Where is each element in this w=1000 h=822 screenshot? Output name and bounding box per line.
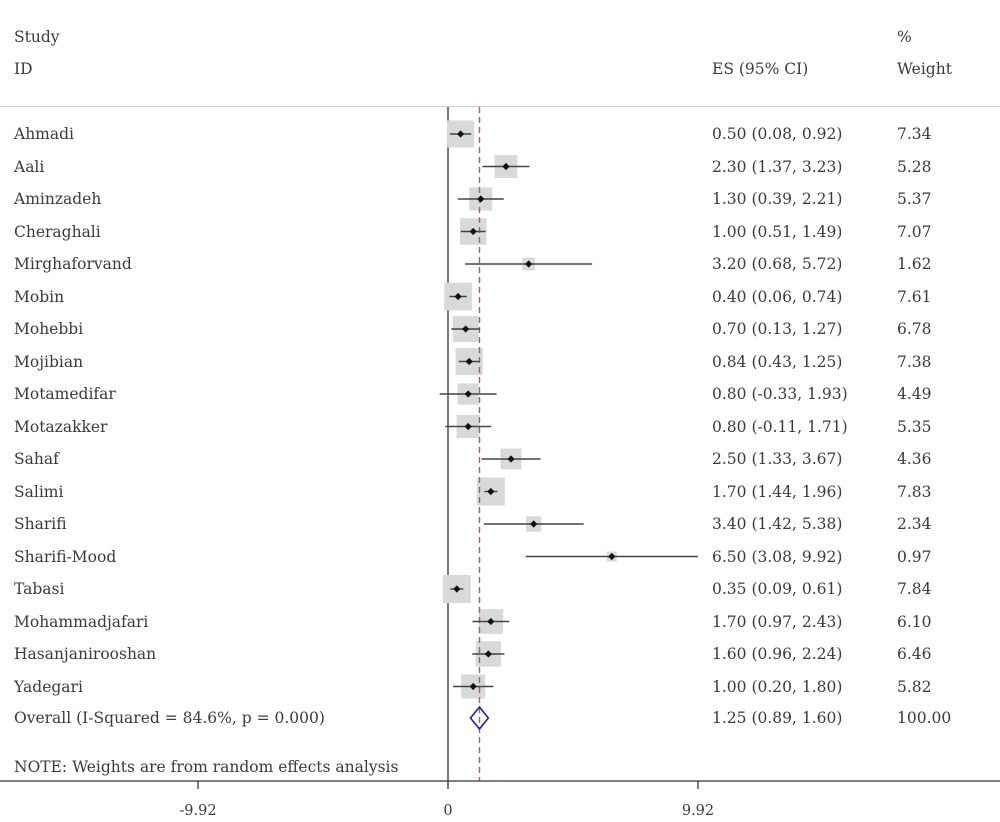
study-ci: 1.00 (0.20, 1.80) [712, 677, 843, 696]
overall-label: Overall (I-Squared = 84.6%, p = 0.000) [14, 709, 325, 727]
point-estimate [465, 357, 473, 366]
es-ci-header: ES (95% CI) [712, 60, 809, 78]
study-weight: 7.38 [897, 352, 932, 371]
point-estimate [464, 390, 472, 398]
study-ci: 6.50 (3.08, 9.92) [712, 547, 843, 566]
study-ci: 0.80 (-0.11, 1.71) [712, 417, 848, 436]
point-estimate [487, 617, 495, 626]
overall-ci: 1.25 (0.89, 1.60) [712, 709, 843, 727]
study-weight: 5.82 [897, 677, 932, 696]
header-divider [0, 106, 1000, 107]
point-estimate [469, 682, 477, 691]
study-ci: 3.40 (1.42, 5.38) [712, 515, 843, 533]
study-weight: 7.84 [897, 580, 932, 598]
study-weight: 4.49 [897, 385, 932, 403]
point-estimate [608, 552, 616, 561]
id-header: ID [14, 60, 33, 78]
study-ci: 0.80 (-0.33, 1.93) [712, 385, 848, 403]
study-name: Motazakker [14, 417, 108, 436]
study-name: Mohammadjafari [14, 612, 149, 631]
x-tick-label: 0 [443, 803, 453, 819]
study-name: Mirghaforvand [14, 255, 132, 273]
x-tick-label: -9.92 [179, 803, 217, 819]
point-estimate [502, 162, 510, 171]
study-ci: 0.35 (0.09, 0.61) [712, 580, 843, 598]
study-weight: 0.97 [897, 547, 932, 566]
study-name: Mohebbi [14, 320, 84, 338]
study-name: Sahaf [14, 450, 59, 468]
study-name: Salimi [14, 482, 64, 501]
study-weight: 5.28 [897, 157, 932, 176]
study-ci: 2.50 (1.33, 3.67) [712, 450, 843, 468]
study-name: Yadegari [14, 677, 83, 696]
study-weight: 6.46 [897, 645, 932, 663]
study-ci: 1.70 (1.44, 1.96) [712, 482, 843, 501]
point-estimate [487, 487, 495, 496]
study-name: Aali [14, 157, 45, 176]
overall-diamond [469, 705, 490, 731]
study-weight: 5.35 [897, 417, 932, 436]
study-ci: 2.30 (1.37, 3.23) [712, 157, 843, 176]
study-weight: 6.78 [897, 320, 932, 338]
percent-header: % [897, 28, 912, 46]
note-text: NOTE: Weights are from random effects an… [14, 758, 399, 776]
point-estimate [464, 422, 472, 431]
point-estimate [525, 260, 533, 268]
study-weight: 7.83 [897, 482, 932, 501]
study-name: Sharifi [14, 515, 67, 533]
study-name: Sharifi-Mood [14, 547, 117, 566]
study-weight: 2.34 [897, 515, 932, 533]
study-name: Tabasi [14, 580, 65, 598]
study-header: Study [14, 28, 60, 46]
point-estimate [469, 227, 477, 236]
study-name: Ahmadi [14, 125, 74, 143]
point-estimate [484, 650, 492, 658]
point-estimate [454, 292, 462, 301]
study-name: Cheraghali [14, 222, 101, 241]
study-weight: 4.36 [897, 450, 932, 468]
study-ci: 3.20 (0.68, 5.72) [712, 255, 843, 273]
study-weight: 5.37 [897, 190, 932, 208]
study-weight: 6.10 [897, 612, 932, 631]
study-weight: 7.07 [897, 222, 932, 241]
study-ci: 1.60 (0.96, 2.24) [712, 645, 843, 663]
overall-weight: 100.00 [897, 709, 952, 727]
study-name: Mojibian [14, 352, 84, 371]
x-tick-label: 9.92 [681, 803, 715, 819]
study-name: Mobin [14, 287, 65, 306]
study-ci: 0.70 (0.13, 1.27) [712, 320, 843, 338]
point-estimate [530, 520, 538, 528]
study-name: Aminzadeh [14, 190, 102, 208]
study-ci: 0.40 (0.06, 0.74) [712, 287, 843, 306]
point-estimate [457, 130, 465, 138]
weight-header: Weight [897, 60, 952, 78]
study-name: Hasanjanirooshan [14, 645, 157, 663]
study-ci: 0.84 (0.43, 1.25) [712, 352, 843, 371]
study-weight: 7.61 [897, 287, 932, 306]
point-estimate [462, 325, 470, 333]
study-ci: 1.30 (0.39, 2.21) [712, 190, 843, 208]
point-estimate [453, 585, 461, 593]
study-ci: 1.00 (0.51, 1.49) [712, 222, 843, 241]
point-estimate [477, 195, 485, 203]
study-ci: 1.70 (0.97, 2.43) [712, 612, 843, 631]
point-estimate [507, 455, 515, 463]
study-name: Motamedifar [14, 385, 116, 403]
study-ci: 0.50 (0.08, 0.92) [712, 125, 843, 143]
study-weight: 7.34 [897, 125, 932, 143]
study-weight: 1.62 [897, 255, 932, 273]
